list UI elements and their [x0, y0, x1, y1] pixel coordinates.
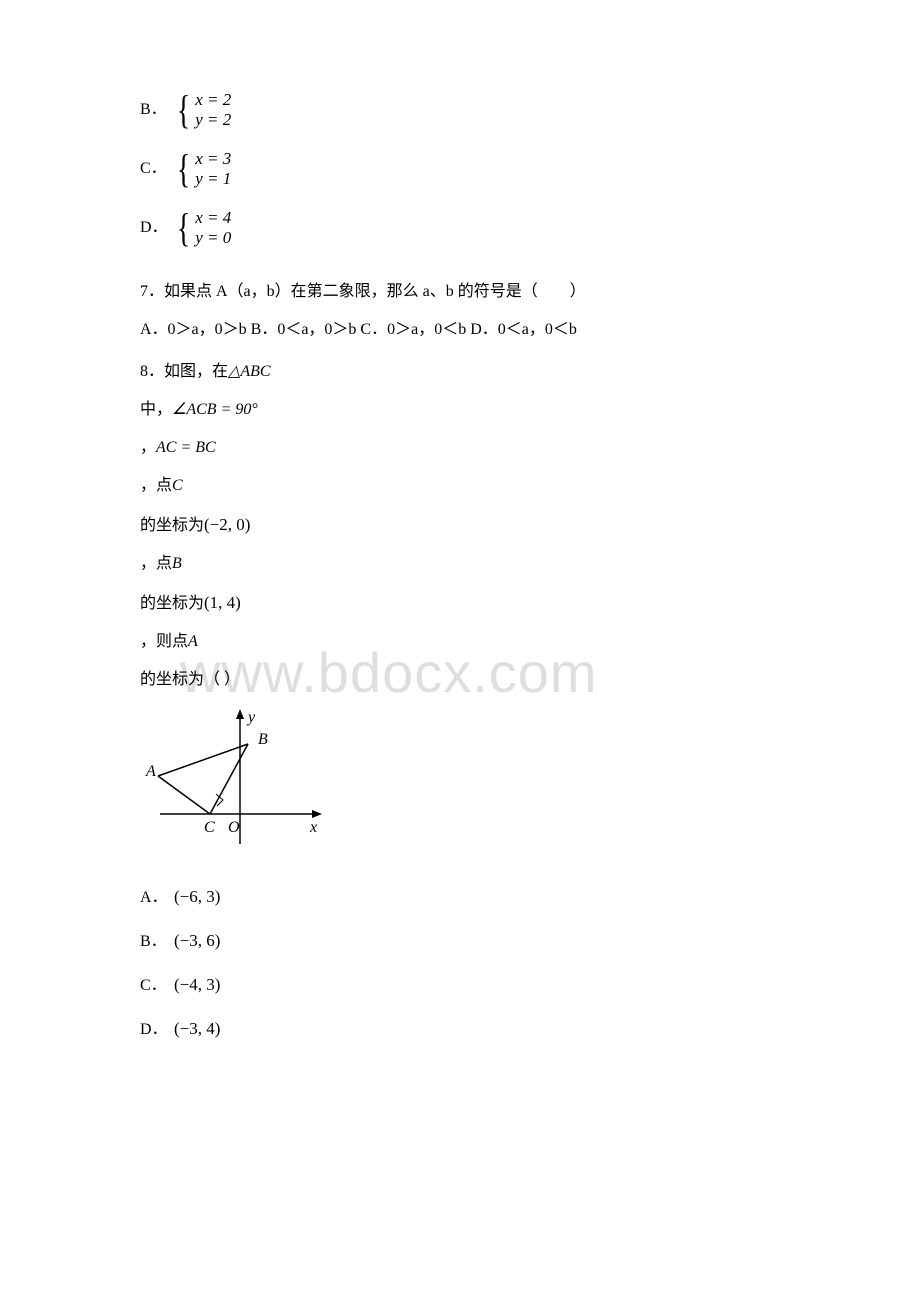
opt-b-eq-x: x = 2	[195, 90, 231, 110]
q8-line1: 8．如图，在△ABC	[140, 356, 780, 388]
opt-c-eq-y: y = 1	[195, 169, 231, 189]
point-a-label: A	[145, 763, 156, 780]
q8-line4: ，点C	[140, 470, 780, 502]
brace-icon: { x = 3 y = 1	[174, 149, 231, 190]
top-option-b: B． { x = 2 y = 2	[140, 90, 780, 131]
q8-opt-c-coord: (−4, 3)	[174, 968, 220, 1002]
q8-opt-d-coord: (−3, 4)	[174, 1012, 220, 1046]
opt-d-eq-x: x = 4	[195, 208, 231, 228]
option-c-label: C．	[140, 153, 174, 185]
q7-options: A．0＞a，0＞b B．0＜a，0＞b C．0＞a，0＜b D．0＜a，0＜b	[140, 314, 780, 346]
axis-x-label: x	[309, 819, 317, 836]
q8-option-d: D． (−3, 4)	[140, 1012, 780, 1046]
q8-opt-b-coord: (−3, 6)	[174, 924, 220, 958]
q8-l6-text: ，点	[140, 555, 172, 572]
opt-b-eq-y: y = 2	[195, 110, 231, 130]
q8-opt-a-coord: (−6, 3)	[174, 880, 220, 914]
q8-line7: 的坐标为(1, 4)	[140, 586, 780, 620]
q8-line3: ，AC = BC	[140, 432, 780, 464]
page-content: B． { x = 2 y = 2 C． { x = 3 y = 1 D． { x…	[0, 0, 920, 1116]
origin-label: O	[228, 819, 240, 836]
q8-l2-text: 中，	[140, 401, 172, 418]
q8-l7-text: 的坐标为	[140, 595, 204, 612]
q8-opt-b-label: B．	[140, 926, 174, 958]
brace-icon: { x = 2 y = 2	[174, 90, 231, 131]
q8-option-a: A． (−6, 3)	[140, 880, 780, 914]
q8-line9: 的坐标为（ ）	[140, 664, 780, 696]
q8-option-c: C． (−4, 3)	[140, 968, 780, 1002]
q8-line6: ，点B	[140, 548, 780, 580]
option-d-label: D．	[140, 212, 174, 244]
q8-line2: 中，∠ACB = 90°	[140, 394, 780, 426]
q8-line5: 的坐标为(−2, 0)	[140, 508, 780, 542]
axis-y-label: y	[246, 709, 256, 726]
q8-l5-text: 的坐标为	[140, 517, 204, 534]
q8-angle: ∠ACB = 90°	[172, 401, 258, 418]
q8-abc: △ABC	[228, 363, 271, 380]
q8-l1-text: 8．如图，在	[140, 363, 228, 380]
q8-acbc: AC = BC	[156, 439, 216, 456]
q8-opt-c-label: C．	[140, 970, 174, 1002]
q8-b: B	[172, 555, 182, 572]
q8-c: C	[172, 477, 183, 494]
q8-line8: ，则点A	[140, 626, 780, 658]
top-option-d: D． { x = 4 y = 0	[140, 208, 780, 249]
opt-d-eq-y: y = 0	[195, 228, 231, 248]
q8-coord-c: (−2, 0)	[204, 515, 250, 534]
q8-opt-a-label: A．	[140, 882, 174, 914]
q8-l3-text: ，	[140, 439, 156, 456]
q8-coord-b: (1, 4)	[204, 593, 241, 612]
q8-option-b: B． (−3, 6)	[140, 924, 780, 958]
option-b-label: B．	[140, 94, 174, 126]
q7-stem: 7．如果点 A（a，b）在第二象限，那么 a、b 的符号是（ ）	[140, 276, 780, 308]
q8-opt-d-label: D．	[140, 1014, 174, 1046]
point-c-label: C	[204, 819, 215, 836]
q8-figure: y x B A C O	[140, 704, 780, 866]
brace-icon: { x = 4 y = 0	[174, 208, 231, 249]
point-b-label: B	[258, 731, 268, 748]
opt-c-eq-x: x = 3	[195, 149, 231, 169]
top-option-c: C． { x = 3 y = 1	[140, 149, 780, 190]
q8-l8-text: ，则点	[140, 633, 188, 650]
q8-l4-text: ，点	[140, 477, 172, 494]
q8-a: A	[188, 633, 198, 650]
